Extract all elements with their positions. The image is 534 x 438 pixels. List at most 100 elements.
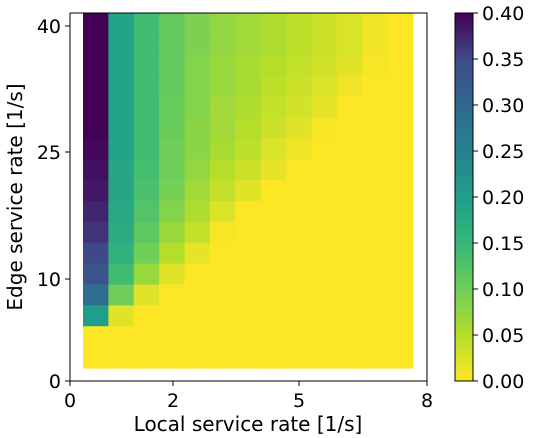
heatmap-cell bbox=[184, 347, 211, 369]
heatmap-cell bbox=[108, 263, 135, 286]
heatmap-cell bbox=[235, 96, 262, 119]
heatmap-cell bbox=[159, 347, 186, 369]
heatmap-cell bbox=[108, 75, 135, 98]
heatmap-cell bbox=[159, 96, 186, 119]
x-tick-label: 5 bbox=[293, 390, 305, 412]
heatmap-cell bbox=[209, 326, 236, 348]
heatmap-cell bbox=[159, 284, 186, 306]
heatmap-cell bbox=[133, 180, 160, 202]
heatmap-cell bbox=[209, 138, 236, 160]
heatmap-cell bbox=[235, 284, 262, 306]
heatmap-cell bbox=[260, 159, 287, 181]
heatmap-cell bbox=[286, 33, 313, 56]
heatmap-cell bbox=[311, 13, 338, 35]
heatmap-cell bbox=[83, 305, 109, 327]
heatmap-cell bbox=[159, 326, 186, 348]
heatmap-cell bbox=[362, 326, 389, 348]
heatmap-cell bbox=[311, 54, 338, 77]
heatmap-cell bbox=[235, 326, 262, 348]
heatmap-cell bbox=[311, 221, 338, 244]
heatmap-cell bbox=[387, 159, 414, 181]
heatmap-cell bbox=[260, 221, 287, 244]
heatmap-cell bbox=[133, 242, 160, 265]
heatmap-cell bbox=[133, 347, 160, 369]
heatmap-cell bbox=[133, 13, 160, 35]
colorbar-tick-label: 0.35 bbox=[482, 49, 524, 71]
heatmap-cell bbox=[235, 180, 262, 202]
heatmap-cells bbox=[83, 13, 414, 369]
heatmap-cell bbox=[83, 33, 109, 56]
heatmap-cell bbox=[260, 96, 287, 119]
heatmap-cell bbox=[362, 347, 389, 369]
heatmap-cell bbox=[286, 326, 313, 348]
heatmap-cell bbox=[336, 242, 363, 265]
heatmap-cell bbox=[209, 284, 236, 306]
heatmap-cell bbox=[362, 180, 389, 202]
heatmap-cell bbox=[209, 54, 236, 77]
heatmap-cell bbox=[260, 75, 287, 98]
heatmap-cell bbox=[184, 263, 211, 286]
heatmap-cell bbox=[108, 159, 135, 181]
heatmap-cell bbox=[184, 13, 211, 35]
heatmap-cell bbox=[336, 221, 363, 244]
colorbar-tick-label: 0.10 bbox=[482, 279, 524, 301]
heatmap-cell bbox=[362, 54, 389, 77]
x-tick-label: 8 bbox=[421, 390, 433, 412]
heatmap-cell bbox=[235, 242, 262, 265]
heatmap-cell bbox=[209, 200, 236, 223]
heatmap-cell bbox=[260, 54, 287, 77]
heatmap-cell bbox=[133, 75, 160, 98]
colorbar-tick-label: 0.20 bbox=[482, 187, 524, 209]
heatmap-cell bbox=[336, 200, 363, 223]
heatmap-cell bbox=[159, 242, 186, 265]
heatmap-cell bbox=[260, 263, 287, 286]
heatmap-cell bbox=[133, 138, 160, 160]
heatmap-cell bbox=[286, 347, 313, 369]
heatmap-cell bbox=[260, 13, 287, 35]
heatmap-cell bbox=[184, 221, 211, 244]
heatmap-cell bbox=[286, 284, 313, 306]
heatmap-cell bbox=[209, 33, 236, 56]
heatmap-cell bbox=[235, 347, 262, 369]
heatmap-cell bbox=[387, 75, 414, 98]
heatmap-cell bbox=[336, 263, 363, 286]
heatmap-cell bbox=[159, 221, 186, 244]
heatmap-cell bbox=[184, 326, 211, 348]
heatmap-cell bbox=[362, 138, 389, 160]
heatmap-cell bbox=[209, 347, 236, 369]
heatmap-cell bbox=[336, 138, 363, 160]
heatmap-cell bbox=[133, 284, 160, 306]
heatmap-cell bbox=[286, 54, 313, 77]
heatmap-cell bbox=[108, 117, 135, 139]
heatmap-cell bbox=[362, 242, 389, 265]
heatmap-cell bbox=[311, 326, 338, 348]
heatmap-cell bbox=[362, 96, 389, 119]
heatmap-cell bbox=[260, 180, 287, 202]
heatmap-cell bbox=[362, 159, 389, 181]
heatmap-cell bbox=[286, 138, 313, 160]
heatmap-cell bbox=[184, 54, 211, 77]
heatmap-cell bbox=[235, 54, 262, 77]
heatmap-cell bbox=[362, 33, 389, 56]
heatmap-cell bbox=[387, 305, 414, 327]
heatmap-cell bbox=[108, 284, 135, 306]
heatmap-cell bbox=[235, 159, 262, 181]
colorbar bbox=[454, 12, 474, 382]
heatmap-cell bbox=[336, 159, 363, 181]
heatmap-cell bbox=[83, 326, 109, 348]
heatmap-cell bbox=[159, 54, 186, 77]
x-tick-label: 2 bbox=[167, 390, 179, 412]
heatmap-cell bbox=[159, 263, 186, 286]
heatmap-cell bbox=[184, 159, 211, 181]
heatmap-cell bbox=[184, 75, 211, 98]
heatmap-cell bbox=[133, 159, 160, 181]
heatmap-cell bbox=[387, 13, 414, 35]
heatmap-cell bbox=[336, 75, 363, 98]
heatmap-cell bbox=[108, 13, 135, 35]
heatmap-cell bbox=[387, 33, 414, 56]
heatmap-cell bbox=[108, 33, 135, 56]
heatmap-cell bbox=[336, 33, 363, 56]
heatmap-cell bbox=[159, 117, 186, 139]
heatmap-cell bbox=[311, 159, 338, 181]
